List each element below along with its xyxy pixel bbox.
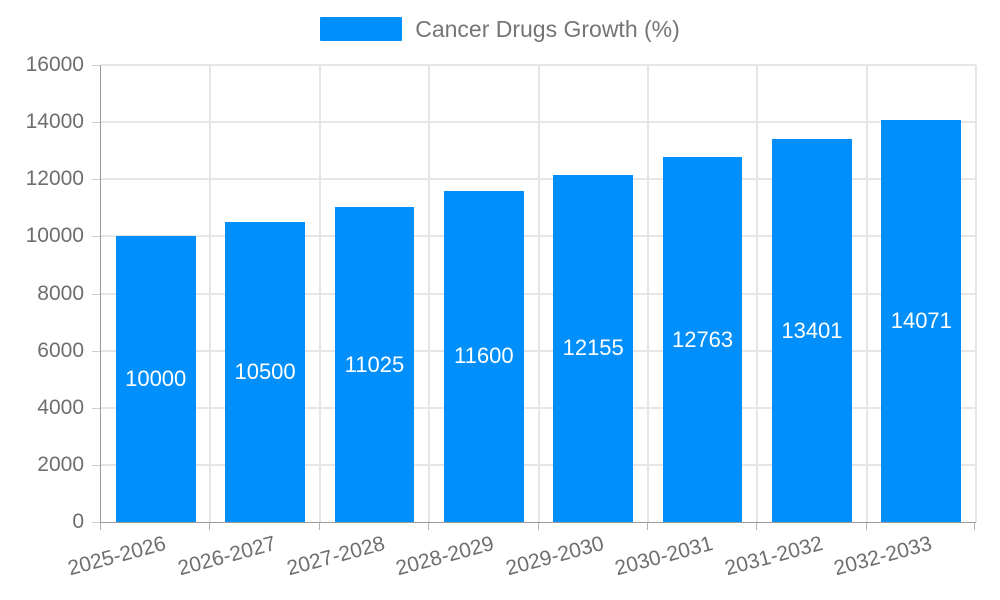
x-axis-tick xyxy=(537,523,539,530)
y-axis-tick-label: 14000 xyxy=(25,110,84,134)
v-gridline xyxy=(537,65,540,522)
y-axis-tick-label: 16000 xyxy=(25,53,84,76)
y-axis-tick xyxy=(92,236,100,238)
y-axis-tick-label: 8000 xyxy=(37,281,84,305)
bar: 12155 xyxy=(553,174,634,522)
x-axis-category-label: 2032-2033 xyxy=(831,532,935,581)
v-gridline xyxy=(318,65,321,522)
y-axis-tick xyxy=(92,464,100,466)
x-axis-category-label: 2029-2030 xyxy=(503,532,607,581)
x-axis-category-label: 2026-2027 xyxy=(175,532,279,581)
y-axis-tick xyxy=(92,122,100,124)
v-gridline xyxy=(975,65,977,522)
v-gridline xyxy=(646,65,649,522)
y-axis-tick xyxy=(92,179,100,181)
plot-area: 10000 10500 11025 11600 12155 12763 13401 14071 xyxy=(100,64,977,523)
y-axis-tick xyxy=(92,293,100,295)
x-axis-tick xyxy=(318,523,320,530)
x-axis-category-label: 2031-2032 xyxy=(721,532,825,581)
x-axis-category-label: 2028-2029 xyxy=(393,532,497,581)
v-gridline xyxy=(428,65,431,522)
legend[interactable]: Cancer Drugs Growth (%) xyxy=(0,17,1000,41)
y-axis-tick xyxy=(92,350,100,352)
x-axis-tick xyxy=(428,523,430,530)
y-axis-tick-label: 6000 xyxy=(37,338,84,362)
x-axis-tick xyxy=(100,523,101,530)
y-axis-tick xyxy=(92,407,100,409)
bar-value-label: 11025 xyxy=(344,351,405,377)
bar: 12763 xyxy=(662,157,743,522)
x-axis-tick xyxy=(865,523,867,530)
x-axis-tick xyxy=(756,523,758,530)
v-gridline xyxy=(756,65,759,522)
bar-value-label: 11600 xyxy=(454,343,514,369)
x-axis-tick xyxy=(974,523,975,530)
bar: 13401 xyxy=(772,139,852,522)
bar: 14071 xyxy=(881,120,962,522)
bar: 11600 xyxy=(443,190,524,522)
bar: 10000 xyxy=(115,236,196,522)
v-gridline xyxy=(209,65,212,522)
x-axis-category-label: 2030-2031 xyxy=(612,532,716,581)
y-axis-tick-label: 0 xyxy=(72,510,84,533)
bar-value-label: 10000 xyxy=(125,366,187,392)
y-axis-tick-label: 4000 xyxy=(37,395,84,419)
x-axis-category-label: 2025-2026 xyxy=(65,532,169,581)
y-axis-tick xyxy=(92,522,100,523)
y-axis-tick xyxy=(92,65,100,66)
x-axis-tick xyxy=(209,523,211,530)
y-axis-tick-label: 2000 xyxy=(37,452,84,476)
legend-label: Cancer Drugs Growth (%) xyxy=(415,16,680,42)
bar-value-label: 12763 xyxy=(671,326,734,352)
y-axis-tick-label: 10000 xyxy=(25,224,84,248)
bar-value-label: 14071 xyxy=(890,308,952,334)
bar-value-label: 10500 xyxy=(234,359,296,385)
bar: 10500 xyxy=(225,222,305,522)
bar-value-label: 12155 xyxy=(562,335,624,361)
x-axis-tick xyxy=(646,523,648,530)
legend-swatch xyxy=(320,17,403,41)
bar-value-label: 13401 xyxy=(781,317,843,343)
x-axis-category-label: 2027-2028 xyxy=(284,532,388,581)
v-gridline xyxy=(865,65,868,522)
y-axis-tick-label: 12000 xyxy=(25,167,84,191)
bar: 11025 xyxy=(334,207,415,522)
